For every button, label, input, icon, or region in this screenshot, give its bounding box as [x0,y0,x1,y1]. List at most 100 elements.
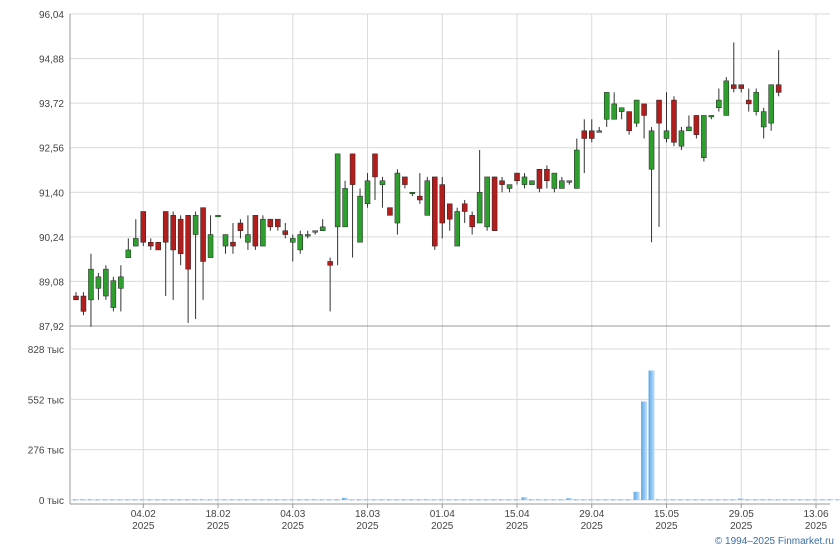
candle-body [327,261,333,266]
volume-bar [454,499,461,501]
volume-bar [401,499,408,501]
candle-body [618,107,625,112]
x-tick-date: 18.03 [355,509,380,520]
candle-body [603,92,610,120]
candle-body [753,92,759,112]
candle-body [760,111,767,128]
volume-bar [155,499,162,501]
candle-body [461,203,468,212]
x-tick-year: 2025 [132,521,155,532]
candle-body [775,84,782,93]
candle-body [372,153,378,178]
volume-bar [215,499,222,501]
candle-body [237,222,244,231]
volume-bar [626,499,633,501]
volume-bar [461,499,468,501]
candle-body [544,168,550,182]
x-tick-year: 2025 [207,521,230,532]
candle-body [551,172,558,189]
candle-body [484,176,490,228]
volume-bar [790,499,797,501]
candle-body [731,84,737,89]
volume-bar [379,499,386,501]
volume-bar [491,499,498,501]
candle-body [230,241,236,247]
candle-body [334,153,341,228]
candle-body [424,180,431,216]
candle-body [626,111,632,132]
volume-bar [200,499,207,501]
candle-body [656,99,662,124]
candle-body [514,172,520,182]
volume-bar [334,499,341,501]
volume-bar [95,499,102,501]
candle-body [95,276,102,289]
candle-body [521,176,528,185]
volume-bar [259,499,266,501]
volume-bar [476,499,483,501]
candle-body [559,180,565,189]
candle-body [267,218,274,228]
volume-bar [147,499,154,501]
x-tick-year: 2025 [655,521,678,532]
volume-bar [678,499,685,501]
x-tick-date: 29.04 [579,509,604,520]
volume-bar [618,499,625,501]
volume-bar [700,499,707,501]
candle-body [738,84,745,89]
credit-text[interactable]: © 1994–2025 Finmarket.ru [714,536,834,547]
volume-bar [409,499,416,501]
volume-bar [244,499,251,501]
candle-body [222,234,229,247]
volume-bar [207,499,214,501]
volume-bar [177,499,184,501]
volume-bar [132,499,139,501]
x-tick-year: 2025 [282,521,305,532]
price-tick-label: 91,40 [39,188,64,199]
volume-bar [581,499,588,501]
candle-body [671,99,677,143]
volume-bar [566,498,573,500]
x-tick-year: 2025 [506,521,529,532]
volume-bar [641,401,648,500]
volume-bar [349,499,356,501]
candle-body [349,153,356,185]
candle-body [282,230,289,235]
candle-body [275,218,281,228]
candle-body [125,249,132,258]
volume-bar [798,499,805,501]
candle-body [364,180,371,205]
candle-body [469,215,475,228]
candle-body [185,215,191,270]
price-tick-label: 96,04 [39,10,64,21]
volume-bar [469,499,476,501]
volume-bar [267,499,274,501]
volume-bar [827,499,834,501]
volume-tick-label: 276 тыс [28,446,64,457]
candle-body [260,218,266,247]
volume-bar [805,499,812,501]
volume-bar [588,499,595,501]
candle-body [304,234,311,237]
volume-bar [80,499,87,501]
volume-bar [813,499,819,501]
candle-body [103,268,109,297]
volume-bar [297,499,304,501]
price-tick-label: 93,72 [39,99,64,110]
volume-tick-label: 552 тыс [28,395,64,406]
candle-body [641,103,647,116]
candle-body [80,295,87,312]
candle-body [312,230,318,233]
volume-bar [723,499,730,501]
candle-body [686,126,692,132]
volume-bar [835,499,840,501]
volume-tick-label: 828 тыс [28,345,64,356]
volume-bar [715,499,722,501]
volume-bar [117,499,124,501]
price-tick-label: 90,24 [39,233,64,244]
volume-bar [304,499,311,501]
candle-body [88,268,94,301]
volume-bar [603,499,610,501]
volume-bar [185,499,192,501]
candle-body [394,172,401,224]
